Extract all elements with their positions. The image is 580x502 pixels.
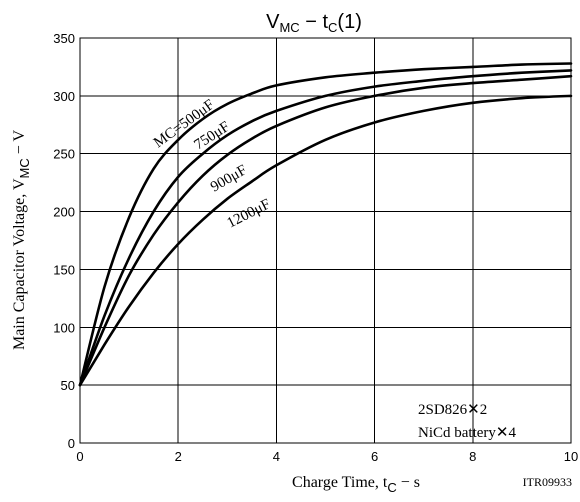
y-tick-label-3: 150 xyxy=(53,262,75,277)
x-tick-label-5: 10 xyxy=(564,449,578,464)
grid xyxy=(79,37,572,444)
x-tick-label-0: 0 xyxy=(76,449,83,464)
series-label-1200: 1200μF xyxy=(225,196,274,231)
plot-frame xyxy=(79,37,572,444)
series-lines xyxy=(78,62,573,387)
y-axis-label-sub: MC xyxy=(17,158,32,178)
series-label-900: 900μF xyxy=(208,162,250,195)
series-line-2 xyxy=(78,74,573,387)
x-axis-label: Charge Time, tC − s xyxy=(292,474,420,495)
note-transistor: 2SD826✕2 xyxy=(418,402,487,418)
y-tick-label-7: 350 xyxy=(53,31,75,46)
chart-title-sub1: MC xyxy=(279,20,299,35)
x-tick-label-2: 4 xyxy=(273,449,280,464)
x-axis-label-main: Charge Time, t xyxy=(292,474,388,491)
y-axis-label-tail: − V xyxy=(11,130,28,159)
x-axis-label-sub: C xyxy=(387,480,396,495)
y-tick-label-1: 50 xyxy=(61,378,75,393)
x-tick-label-4: 8 xyxy=(469,449,476,464)
x-axis-label-tail: − s xyxy=(397,474,420,491)
chart-title-sub2: C xyxy=(328,20,337,35)
x-tick-labels: 0 2 4 6 8 10 xyxy=(76,449,578,464)
y-tick-label-4: 200 xyxy=(53,205,75,220)
y-tick-label-6: 300 xyxy=(53,89,75,104)
chart-title: VMC − tC(1) xyxy=(266,11,362,35)
x-tick-label-3: 6 xyxy=(371,449,378,464)
y-tick-label-5: 250 xyxy=(53,147,75,162)
y-axis-label-main: Main Capacitor Voltage, V xyxy=(11,178,28,350)
y-tick-label-0: 0 xyxy=(68,436,75,451)
chart-title-mid: − t xyxy=(300,11,329,33)
series-line-0 xyxy=(78,62,573,387)
figure-code: ITR09933 xyxy=(523,475,572,489)
note-battery: NiCd battery✕4 xyxy=(418,425,516,441)
x-tick-label-1: 2 xyxy=(175,449,182,464)
series-line-1 xyxy=(78,69,573,387)
y-tick-labels: 0 50 100 150 200 250 300 350 xyxy=(53,31,75,451)
chart-title-main: V xyxy=(266,11,280,33)
chart-title-tail: (1) xyxy=(337,11,361,33)
y-axis-label: Main Capacitor Voltage, VMC − V xyxy=(11,130,32,350)
y-tick-label-2: 100 xyxy=(53,320,75,335)
series-line-3 xyxy=(78,94,573,387)
